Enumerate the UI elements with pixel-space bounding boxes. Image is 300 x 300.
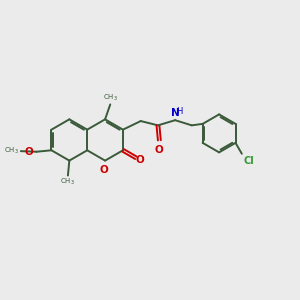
Text: O: O xyxy=(136,155,145,165)
Text: O: O xyxy=(24,147,33,157)
Text: H: H xyxy=(176,107,182,116)
Text: O: O xyxy=(155,145,164,155)
Text: CH$_3$: CH$_3$ xyxy=(60,177,75,188)
Text: O: O xyxy=(99,165,108,175)
Text: N: N xyxy=(171,108,179,118)
Text: CH$_3$: CH$_3$ xyxy=(103,92,118,103)
Text: CH$_3$: CH$_3$ xyxy=(4,146,19,156)
Text: Cl: Cl xyxy=(243,156,254,166)
